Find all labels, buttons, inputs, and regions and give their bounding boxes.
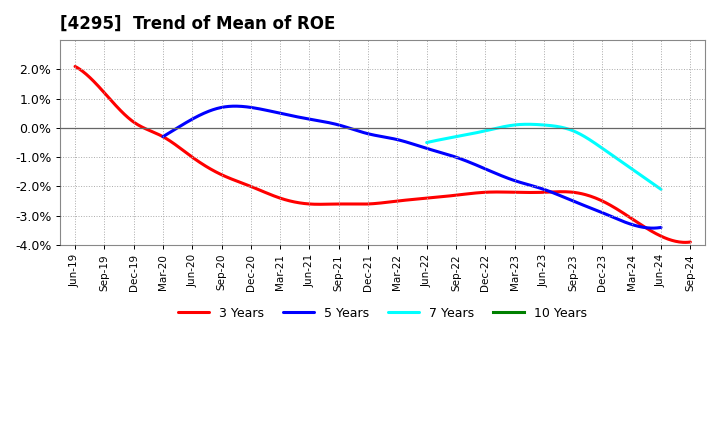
5 Years (649, 225, 657, 231)
3 Years (681, 240, 690, 245)
5 Years (396, 138, 405, 143)
Line: 5 Years: 5 Years (163, 106, 661, 228)
3 Years (437, 194, 446, 199)
7 Years (562, 126, 571, 131)
7 Years (423, 140, 431, 145)
5 Years (429, 148, 438, 153)
5 Years (646, 225, 654, 231)
5 Years (230, 103, 239, 109)
7 Years (652, 183, 660, 188)
Legend: 3 Years, 5 Years, 7 Years, 10 Years: 3 Years, 5 Years, 7 Years, 10 Years (173, 302, 593, 325)
7 Years (657, 187, 665, 192)
3 Years (671, 238, 680, 244)
Line: 3 Years: 3 Years (75, 66, 690, 242)
3 Years (404, 197, 413, 202)
3 Years (575, 191, 584, 196)
7 Years (534, 122, 543, 127)
5 Years (657, 225, 665, 230)
7 Years (523, 121, 532, 127)
5 Years (568, 198, 577, 203)
7 Years (615, 158, 624, 163)
5 Years (456, 156, 464, 161)
Line: 7 Years: 7 Years (427, 124, 661, 189)
3 Years (686, 239, 695, 245)
5 Years (158, 134, 167, 139)
7 Years (549, 123, 558, 128)
3 Years (71, 64, 79, 69)
5 Years (399, 139, 408, 144)
7 Years (536, 122, 544, 127)
Text: [4295]  Trend of Mean of ROE: [4295] Trend of Mean of ROE (60, 15, 336, 33)
3 Years (363, 202, 372, 207)
3 Years (366, 201, 375, 206)
